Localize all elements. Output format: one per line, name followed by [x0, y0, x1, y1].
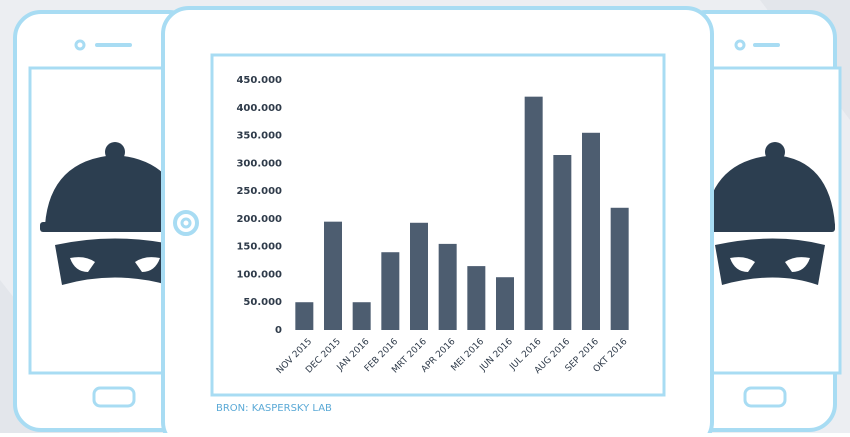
- bar: [410, 222, 428, 330]
- y-tick-label: 150.000: [236, 242, 282, 253]
- bar: [438, 243, 457, 330]
- y-tick-label: 0: [275, 325, 282, 336]
- bar: [381, 252, 400, 330]
- source: BRON: KASPERSKY LAB: [216, 403, 332, 414]
- y-tick-label: 400.000: [236, 103, 282, 114]
- y-tick-label: 50.000: [243, 297, 282, 308]
- bar: [324, 221, 342, 330]
- left-phone: [13, 10, 197, 432]
- y-tick-label: 450.000: [236, 75, 282, 86]
- bar: [582, 132, 600, 330]
- bar: [610, 207, 629, 330]
- y-tick-label: 250.000: [236, 186, 282, 197]
- bar: [295, 302, 314, 330]
- bar: [553, 155, 572, 330]
- bar: [352, 302, 371, 330]
- bar: [496, 277, 514, 330]
- right-phone: [678, 10, 842, 432]
- y-tick-label: 200.000: [236, 214, 282, 225]
- bar: [524, 96, 543, 331]
- y-tick-label: 350.000: [236, 131, 282, 142]
- bar: [467, 266, 486, 330]
- y-tick-label: 100.000: [236, 269, 282, 280]
- y-tick-label: 300.000: [236, 158, 282, 169]
